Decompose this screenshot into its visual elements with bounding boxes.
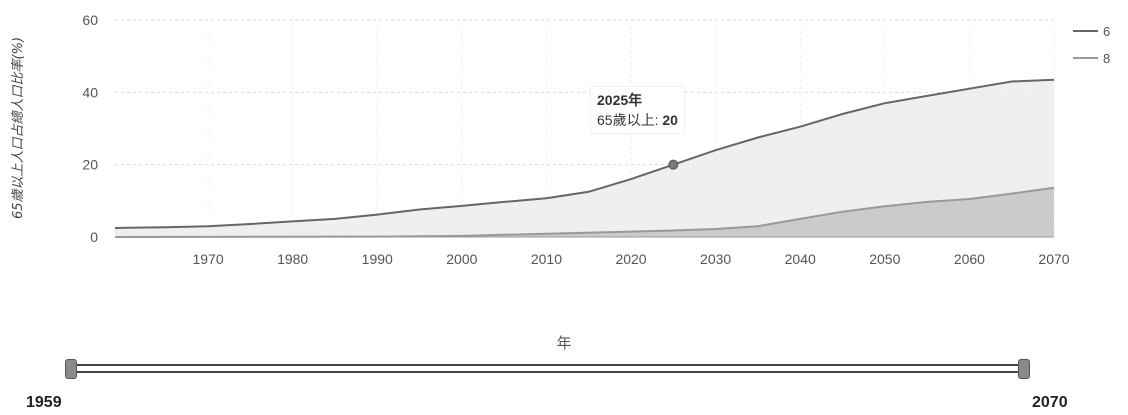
series-areas [115,79,1054,237]
x-tick-label: 2070 [1038,251,1069,267]
x-tick-label: 2030 [700,251,731,267]
slider-title: 年 [556,334,572,352]
x-tick-label: 1970 [192,251,223,267]
y-tick-label: 60 [82,12,98,28]
x-tick-label: 2000 [446,251,477,267]
slider-max-value: 2070 [1032,394,1068,411]
y-axis-label: 65歳以上人口占總人口比率(%) [10,37,26,219]
series-lines [114,78,1055,238]
tooltip-year: 2025年 [597,92,643,108]
legend[interactable]: 68 [1073,24,1110,66]
legend-label-6: 6 [1103,24,1110,39]
y-tick-label: 0 [90,229,98,245]
x-axis: 1970 1980 1990 2000 2010 2020 2030 2040 2050 2060… [115,236,1070,267]
tooltip-value: 20 [662,112,678,128]
y-axis: 0 20 40 60 [82,12,98,245]
series-line-8 [114,186,1055,238]
slider-min-handle[interactable] [65,359,77,379]
tooltip: 2025年 65歲以上: 20 [590,86,685,134]
x-tick-label: 2060 [954,251,985,267]
tooltip-marker [668,159,679,170]
x-tick-label: 2020 [615,251,646,267]
slider-max-handle[interactable] [1018,359,1030,379]
x-tick-label: 1980 [277,251,308,267]
year-range-slider-track[interactable] [72,364,1028,373]
slider-min-value: 1959 [26,394,62,411]
tooltip-point [668,159,679,170]
series-area-6 [115,79,1054,237]
y-tick-label: 20 [82,157,98,173]
tooltip-value-row: 65歲以上: 20 [597,110,678,130]
tooltip-series-label: 65歲以上: [597,112,659,128]
y-tick-label: 40 [82,84,98,100]
legend-label-8: 8 [1103,51,1110,66]
x-tick-label: 1990 [362,251,393,267]
series-area-8 [115,187,1054,237]
x-tick-label: 2050 [869,251,900,267]
area-chart: 1970 1980 1990 2000 2010 2020 2030 2040 2050 2060… [10,12,1110,267]
series-line-6 [114,78,1055,229]
x-tick-label: 2040 [785,251,816,267]
x-tick-label: 2010 [531,251,562,267]
